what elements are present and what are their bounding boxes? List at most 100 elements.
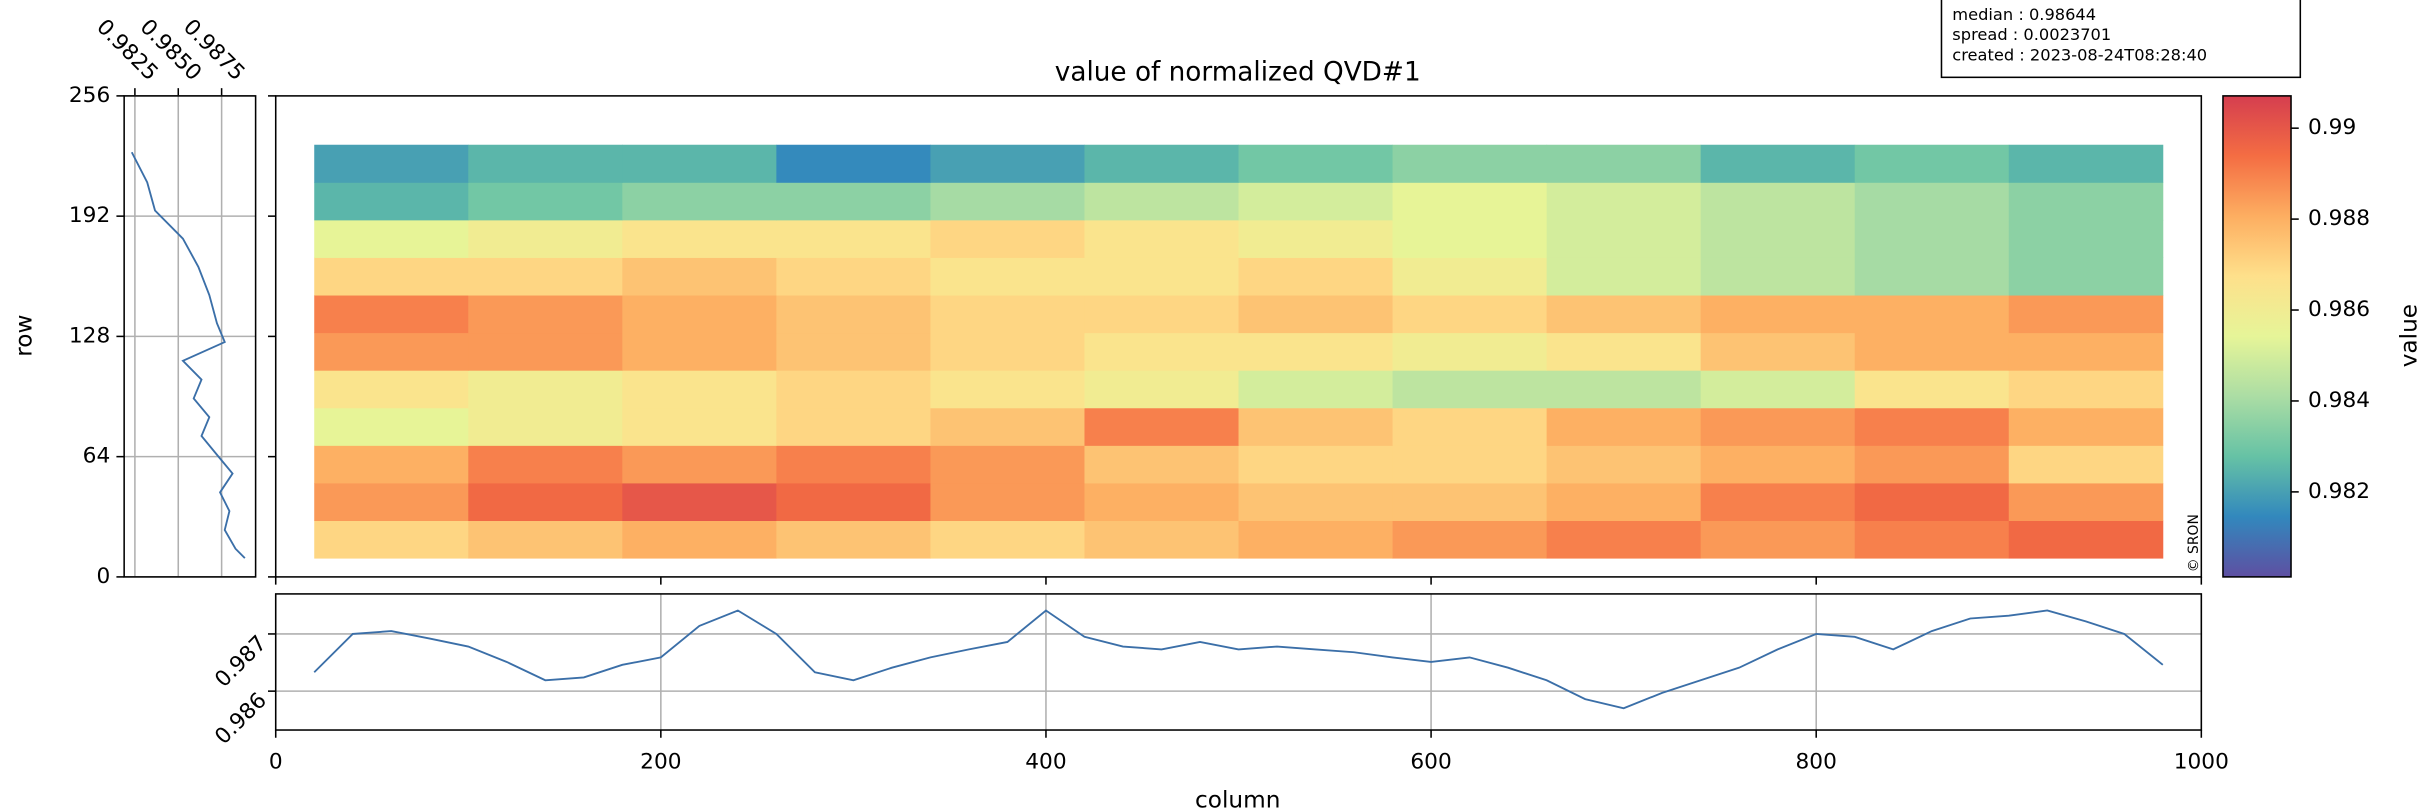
heatmap-cell [930, 520, 1085, 559]
heatmap-cell [468, 445, 623, 484]
x-tick-label: 200 [640, 750, 681, 775]
heatmap-cell [314, 520, 469, 559]
heatmap-cell [930, 144, 1085, 183]
colorbar-label: value [2395, 304, 2422, 367]
heatmap-cell [622, 332, 777, 371]
heatmap-cell [1392, 295, 1548, 334]
info-line: created : 2023-08-24T08:28:40 [1952, 45, 2207, 64]
heatmap-cell [1084, 295, 1239, 334]
heatmap-cell [1546, 407, 1702, 446]
heatmap-cell [1854, 182, 2010, 221]
heatmap-cell [314, 482, 469, 522]
heatmap-cell [2008, 332, 2164, 371]
heatmap-cell [930, 295, 1085, 334]
info-line: median : 0.98644 [1952, 5, 2096, 24]
info-box [1940, 0, 2302, 79]
heatmap-cell [468, 407, 623, 446]
heatmap-cell [1392, 445, 1548, 484]
heatmap-cell [1854, 144, 2010, 183]
y-tick-label: 0 [96, 564, 110, 589]
heatmap-cell [776, 520, 931, 559]
heatmap-cell [1700, 257, 1856, 296]
heatmap-cell [1238, 370, 1394, 409]
heatmap-cell [1700, 332, 1856, 371]
heatmap-cell [1392, 482, 1548, 522]
heatmap-cell [2008, 182, 2164, 221]
heatmap-cell [622, 144, 777, 183]
heatmap-cell [468, 182, 623, 221]
heatmap-cell [1238, 182, 1394, 221]
heatmap-cell [776, 257, 931, 296]
heatmap-cell [930, 332, 1085, 371]
heatmap-cell [1238, 295, 1394, 334]
heatmap-cell [1084, 219, 1239, 258]
heatmap-cell [2008, 257, 2164, 296]
y-axis-label: row [10, 315, 37, 357]
heatmap-cell [930, 407, 1085, 446]
heatmap-cell [930, 370, 1085, 409]
heatmap-cell [1084, 445, 1239, 484]
x-tick-label: 1000 [2174, 750, 2229, 775]
heatmap-cell [776, 219, 931, 258]
heatmap-cell [1700, 445, 1856, 484]
heatmap-cell [1700, 370, 1856, 409]
heatmap-cell [1546, 295, 1702, 334]
heatmap-cell [314, 370, 469, 409]
heatmap-cell [314, 295, 469, 334]
heatmap-cell [2008, 219, 2164, 258]
heatmap-cell [2008, 520, 2164, 559]
x-tick-label: 0 [269, 750, 283, 775]
heatmap-cell [930, 219, 1085, 258]
heatmap-cell [314, 332, 469, 371]
heatmap-cell [622, 370, 777, 409]
heatmap-cell [1238, 257, 1394, 296]
heatmap-cell [2008, 144, 2164, 183]
row-profile [130, 151, 246, 559]
heatmap-cell [1700, 182, 1856, 221]
column-profile [313, 609, 2164, 710]
heatmap-cell [622, 219, 777, 258]
colorbar-tick-label: 0.99 [2308, 115, 2356, 140]
heatmap-cell [1238, 219, 1394, 258]
info-line: spread : 0.0023701 [1952, 25, 2111, 44]
heatmap-cell [1084, 182, 1239, 221]
heatmap-cell [622, 520, 777, 559]
heatmap-cell [776, 370, 931, 409]
heatmap-cell [468, 370, 623, 409]
heatmap-cell [1700, 144, 1856, 183]
heatmap-cell [1084, 144, 1239, 183]
y-tick-label: 64 [83, 444, 111, 469]
heatmap-cell [1700, 219, 1856, 258]
y-tick-label: 256 [69, 83, 110, 108]
heatmap-cell [1392, 332, 1548, 371]
chart-title: value of normalized QVD#1 [1055, 57, 1421, 87]
heatmap-cell [1546, 257, 1702, 296]
heatmap-cell [622, 295, 777, 334]
heatmap-cell [314, 407, 469, 446]
heatmap-cell [776, 295, 931, 334]
heatmap-cell [622, 257, 777, 296]
heatmap-cell [1392, 144, 1548, 183]
heatmap-cell [776, 445, 931, 484]
heatmap-cell [2008, 295, 2164, 334]
colorbar [2222, 95, 2292, 578]
heatmap-cell [1854, 407, 2010, 446]
heatmap-cell [314, 445, 469, 484]
heatmap-cell [1700, 520, 1856, 559]
heatmap-cell [1700, 407, 1856, 446]
heatmap-cell [2008, 370, 2164, 409]
heatmap-cell [1854, 219, 2010, 258]
heatmap-cell [468, 219, 623, 258]
heatmap-cell [1854, 520, 2010, 559]
heatmap-cell [1546, 144, 1702, 183]
heatmap-cell [314, 219, 469, 258]
heatmap-cell [1546, 182, 1702, 221]
heatmap-cell [314, 257, 469, 296]
heatmap-cell [2008, 482, 2164, 522]
heatmap-cell [1084, 520, 1239, 559]
heatmap-cell [314, 144, 469, 183]
heatmap-cell [776, 144, 931, 183]
heatmap-cell [1084, 257, 1239, 296]
heatmap-cell [1854, 370, 2010, 409]
